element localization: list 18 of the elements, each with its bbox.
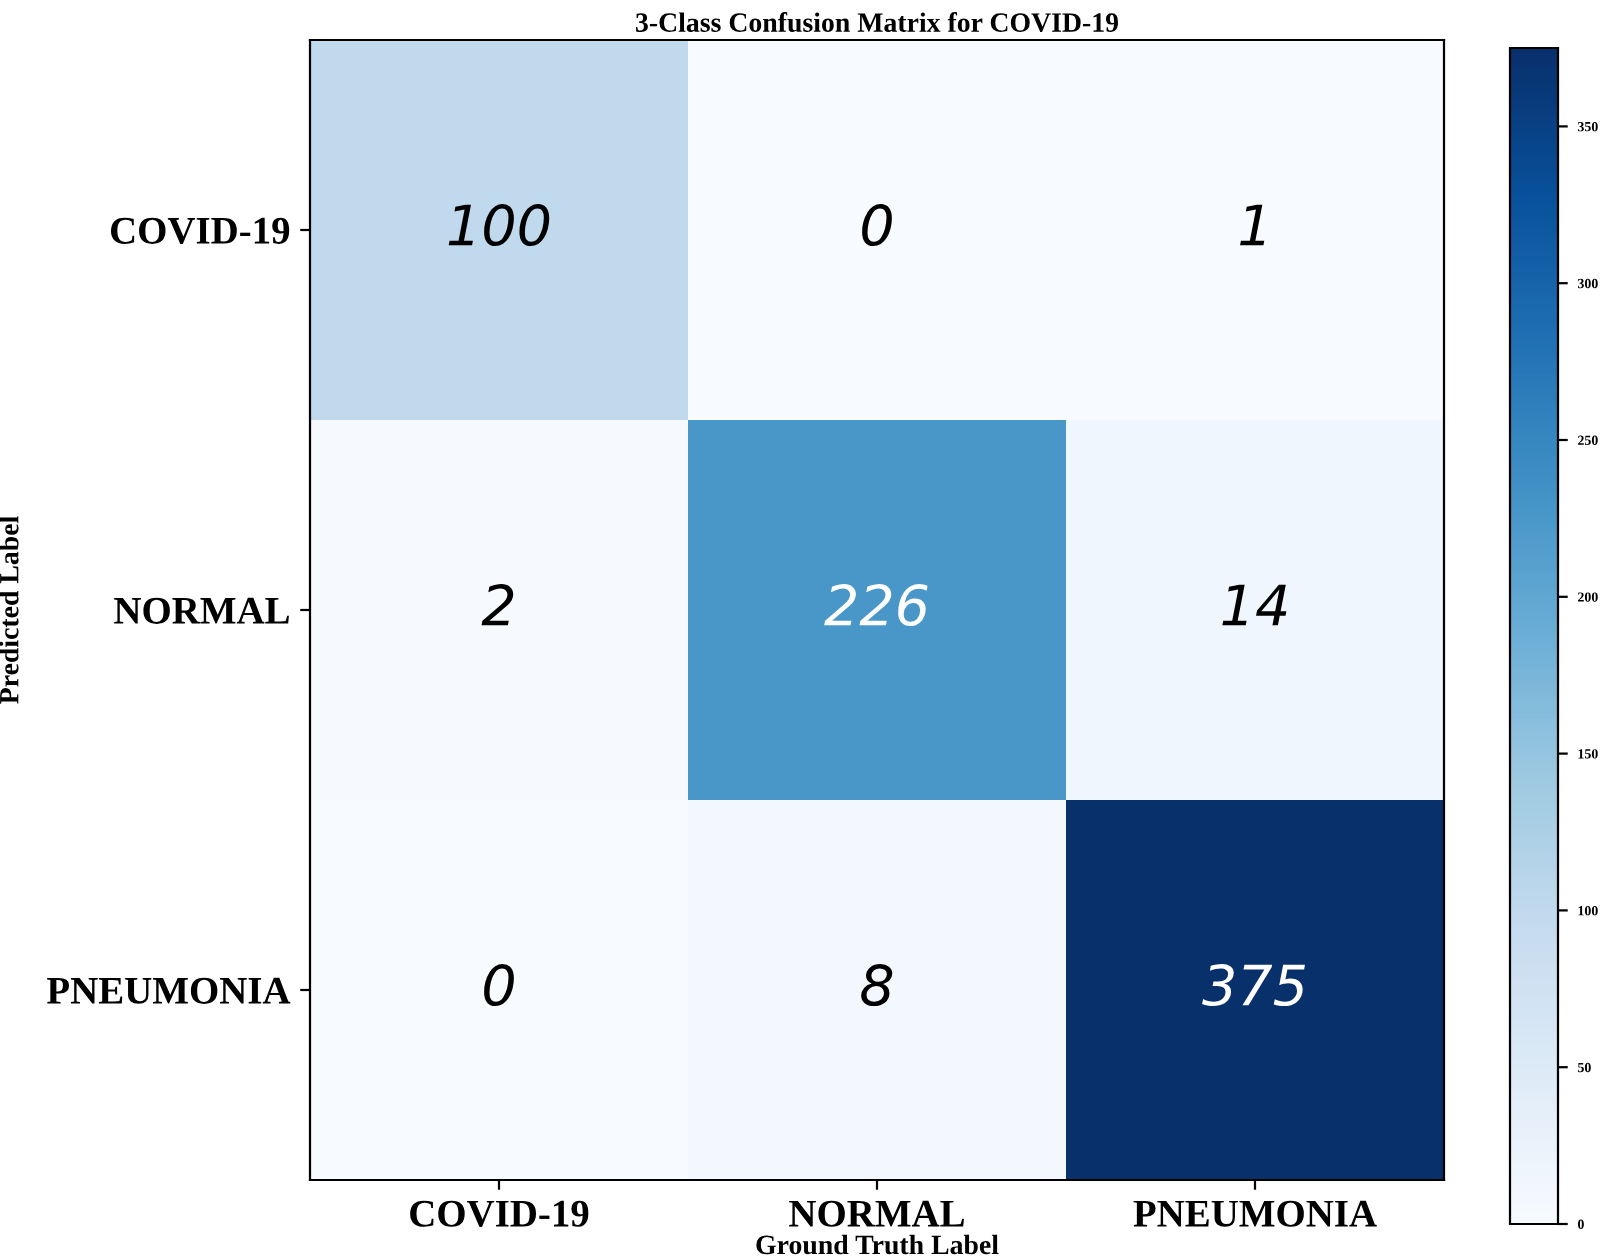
x-tick-label: NORMAL	[789, 1200, 964, 1227]
data-label: 2	[481, 584, 514, 626]
data-label: 226	[824, 584, 928, 627]
chart-title: 3-Class Confusion Matrix for COVID-19	[636, 12, 1119, 33]
data-label: 0	[862, 204, 892, 247]
data-label: 375	[1202, 964, 1305, 1007]
y-tick-label: COVID-19	[110, 217, 290, 245]
y-tick-label: PNEUMONIA	[47, 977, 291, 1004]
data-label: 0	[484, 964, 514, 1007]
data-label: 8	[861, 964, 893, 1007]
x-tick-label: PNEUMONIA	[1133, 1200, 1377, 1227]
y-tick-label: NORMAL	[114, 597, 289, 624]
data-label: 1	[1240, 204, 1265, 246]
data-label: 100	[448, 204, 550, 247]
x-tick-label: COVID-19	[410, 1200, 589, 1228]
y-axis-title: Predicted Label	[0, 516, 19, 704]
x-axis-title: Ground Truth Label	[756, 1234, 999, 1255]
data-label: 14	[1222, 584, 1287, 626]
